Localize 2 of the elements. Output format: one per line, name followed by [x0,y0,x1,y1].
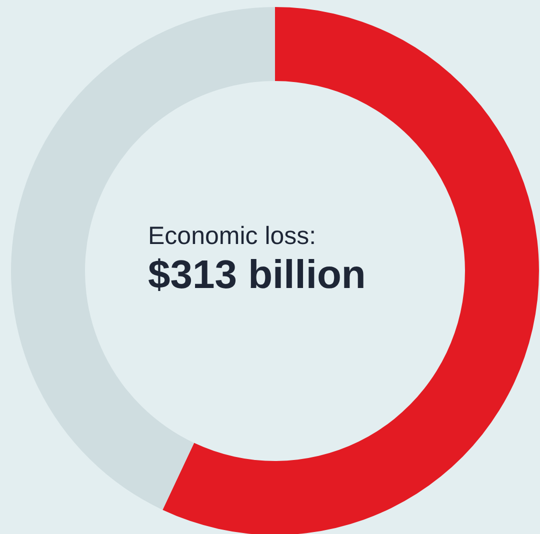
text: $313 billion [148,253,366,298]
text: Economic loss: [148,222,318,251]
